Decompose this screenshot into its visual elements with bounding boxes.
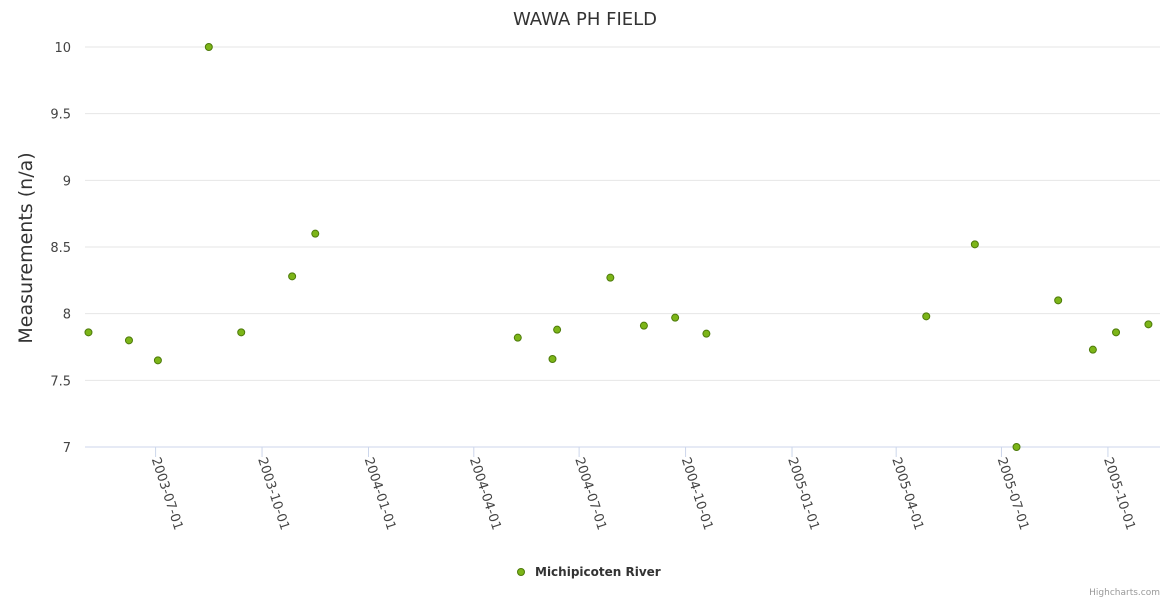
data-point[interactable] xyxy=(606,273,615,282)
data-point[interactable] xyxy=(84,328,93,337)
data-point[interactable] xyxy=(311,229,320,238)
x-tick-label: 2005-04-01 xyxy=(888,456,926,532)
data-point[interactable] xyxy=(548,355,557,363)
data-point[interactable] xyxy=(1088,345,1097,354)
y-tick-label: 8.5 xyxy=(50,241,71,256)
y-tick-label: 10 xyxy=(54,41,71,56)
data-point[interactable] xyxy=(970,240,979,249)
x-tick-label: 2004-10-01 xyxy=(678,456,716,532)
legend[interactable]: Michipicoten River xyxy=(517,565,661,579)
y-tick-label: 8 xyxy=(63,308,71,323)
data-point[interactable] xyxy=(922,312,931,321)
legend-label: Michipicoten River xyxy=(535,565,661,579)
legend-marker xyxy=(517,568,525,576)
x-tick-label: 2004-01-01 xyxy=(361,456,399,532)
data-point[interactable] xyxy=(204,43,213,51)
y-tick-label: 7.5 xyxy=(50,374,71,389)
y-tick-label: 7 xyxy=(63,441,71,456)
data-point[interactable] xyxy=(671,313,680,322)
data-point[interactable] xyxy=(639,321,648,330)
x-tick-label: 2003-07-01 xyxy=(148,456,186,532)
y-tick-label: 9.5 xyxy=(50,108,71,123)
x-tick-label: 2005-10-01 xyxy=(1100,456,1138,532)
data-point[interactable] xyxy=(153,356,162,365)
data-point[interactable] xyxy=(513,333,522,342)
data-point[interactable] xyxy=(124,336,133,345)
x-tick-label: 2003-10-01 xyxy=(254,456,292,532)
data-point[interactable] xyxy=(702,329,711,338)
x-tick-label: 2004-07-01 xyxy=(571,456,609,532)
chart-title: WAWA PH FIELD xyxy=(513,9,657,30)
grid-lines xyxy=(85,46,1160,381)
y-tick-label: 9 xyxy=(63,174,71,189)
y-axis-ticks: 7 7.5 8 8.5 9 9.5 10 xyxy=(50,41,71,456)
data-point[interactable] xyxy=(1012,443,1021,451)
data-point[interactable] xyxy=(553,325,562,334)
x-tick-label: 2005-07-01 xyxy=(994,456,1032,532)
x-axis-ticks: 2003-07-01 2003-10-01 2004-01-01 2004-04-01… xyxy=(148,447,1138,532)
x-tick-label: 2005-01-01 xyxy=(784,456,822,532)
credits-link[interactable]: Highcharts.com xyxy=(1089,588,1160,598)
data-point[interactable] xyxy=(288,272,297,281)
data-point[interactable] xyxy=(1112,328,1121,337)
data-point[interactable] xyxy=(1054,296,1063,305)
x-tick-label: 2004-04-01 xyxy=(466,456,504,532)
data-points xyxy=(84,43,1153,451)
data-point[interactable] xyxy=(237,328,246,337)
data-point[interactable] xyxy=(1144,320,1153,329)
y-axis-label: Measurements (n/a) xyxy=(15,152,37,343)
